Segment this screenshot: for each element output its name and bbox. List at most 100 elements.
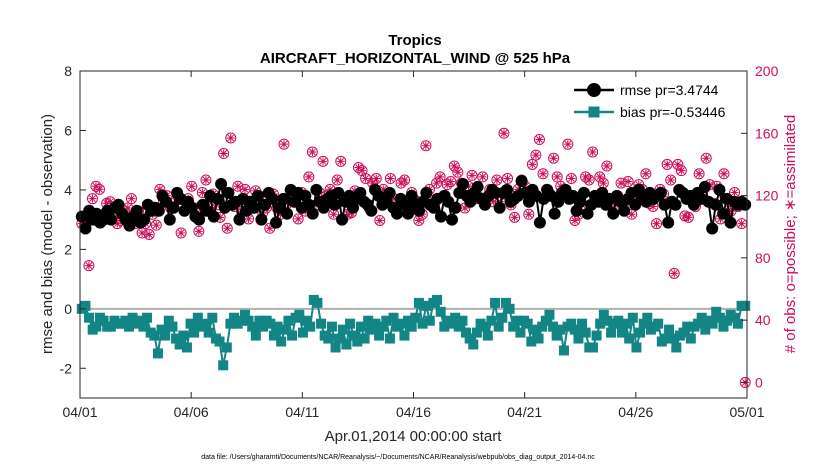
rmse-point: [138, 213, 151, 226]
bias-point: [174, 339, 185, 350]
obs-assimilated-marker: [372, 174, 381, 183]
bias-point: [696, 312, 707, 323]
obs-possible-marker: [739, 376, 751, 388]
obs-assimilated-marker: [563, 140, 572, 149]
bias-point: [722, 315, 733, 326]
obs-assimilated-marker: [432, 179, 441, 188]
obs-possible-marker: [477, 171, 489, 183]
bias-point: [276, 336, 287, 347]
obs-assimilated-marker: [155, 185, 164, 194]
rmse-point: [698, 180, 711, 193]
obs-assimilated-marker: [489, 197, 498, 206]
x-axis-label: Apr.01,2014 00:00:00 start: [325, 428, 503, 445]
bias-point: [424, 315, 435, 326]
rmse-point: [493, 201, 506, 214]
obs-assimilated-marker: [354, 163, 363, 172]
legend: rmse pr=3.4744 bias pr=-0.53446: [568, 77, 740, 123]
bias-point: [374, 330, 385, 341]
rmse-point: [248, 201, 261, 214]
obs-assimilated-marker: [684, 213, 693, 222]
bias-point: [123, 321, 134, 332]
rmse-point: [713, 183, 726, 196]
bias-point: [544, 309, 555, 320]
obs-assimilated-marker: [460, 204, 469, 213]
obs-possible-marker: [317, 155, 329, 167]
obs-assimilated-marker: [319, 157, 328, 166]
bias-point: [287, 330, 298, 341]
bias-point: [258, 321, 269, 332]
rmse-point: [215, 177, 228, 190]
x-tick-label: 04/16: [396, 404, 431, 420]
rmse-point: [402, 207, 415, 220]
obs-assimilated-marker: [450, 161, 459, 170]
obs-assimilated-marker: [677, 166, 686, 175]
bias-point: [381, 315, 392, 326]
bias-point: [635, 327, 646, 338]
bias-point: [352, 336, 363, 347]
bias-point: [558, 345, 569, 356]
bias-point: [341, 339, 352, 350]
obs-assimilated-marker: [581, 172, 590, 181]
rmse-point: [152, 204, 165, 217]
chart-subtitle: AIRCRAFT_HORIZONTAL_WIND @ 525 hPa: [260, 50, 571, 67]
obs-possible-marker: [150, 219, 162, 231]
bias-point: [580, 327, 591, 338]
rmse-point: [434, 210, 447, 223]
bias-point: [189, 327, 200, 338]
x-tick-label: 04/26: [618, 404, 653, 420]
rmse-point: [669, 198, 682, 211]
x-tick-label: 04/06: [174, 404, 209, 420]
obs-assimilated-marker: [336, 157, 345, 166]
obs-assimilated-marker: [77, 219, 86, 228]
bias-point: [185, 318, 196, 329]
bias-point: [569, 324, 580, 335]
rmse-point: [281, 207, 294, 220]
obs-assimilated-marker: [503, 174, 512, 183]
obs-assimilated-marker: [329, 210, 338, 219]
obs-assimilated-marker: [468, 171, 477, 180]
obs-assimilated-marker: [663, 160, 672, 169]
bias-point: [294, 309, 305, 320]
rmse-point: [336, 213, 349, 226]
rmse-point: [105, 213, 118, 226]
bias-point: [413, 297, 424, 308]
obs-assimilated-marker: [219, 149, 228, 158]
bias-point: [301, 315, 312, 326]
bias-point: [482, 330, 493, 341]
y-tick-label-right: 200: [755, 63, 779, 79]
bias-point: [370, 318, 381, 329]
bias-point: [740, 300, 751, 311]
bias-point: [326, 321, 337, 332]
bias-point: [642, 312, 653, 323]
bias-point: [171, 333, 182, 344]
obs-assimilated-marker: [187, 182, 196, 191]
bias-point: [577, 318, 588, 329]
obs-assimilated-marker: [223, 224, 232, 233]
obs-assimilated-marker: [695, 169, 704, 178]
bias-point: [493, 321, 504, 332]
bias-point: [693, 318, 704, 329]
bias-point: [602, 315, 613, 326]
bias-point: [468, 339, 479, 350]
rmse-point: [211, 192, 224, 205]
rmse-point: [607, 207, 620, 220]
rmse-point: [277, 192, 290, 205]
rmse-point: [739, 198, 752, 211]
obs-possible-marker: [441, 179, 453, 191]
bias-point: [566, 318, 577, 329]
obs-assimilated-marker: [570, 216, 579, 225]
obs-assimilated-marker: [595, 172, 604, 181]
obs-assimilated-marker: [531, 151, 540, 160]
bias-point: [239, 309, 250, 320]
y-tick-label-left: 4: [64, 182, 72, 198]
rmse-point: [449, 201, 462, 214]
bias-point: [529, 324, 540, 335]
bias-point: [537, 321, 548, 332]
obs-assimilated-marker: [499, 129, 508, 138]
obs-assimilated-marker: [88, 194, 97, 203]
obs-assimilated-marker: [138, 228, 147, 237]
obs-assimilated-marker: [226, 133, 235, 142]
obs-assimilated-marker: [333, 176, 342, 184]
bias-point: [461, 327, 472, 338]
obs-assimilated-marker: [702, 154, 711, 163]
